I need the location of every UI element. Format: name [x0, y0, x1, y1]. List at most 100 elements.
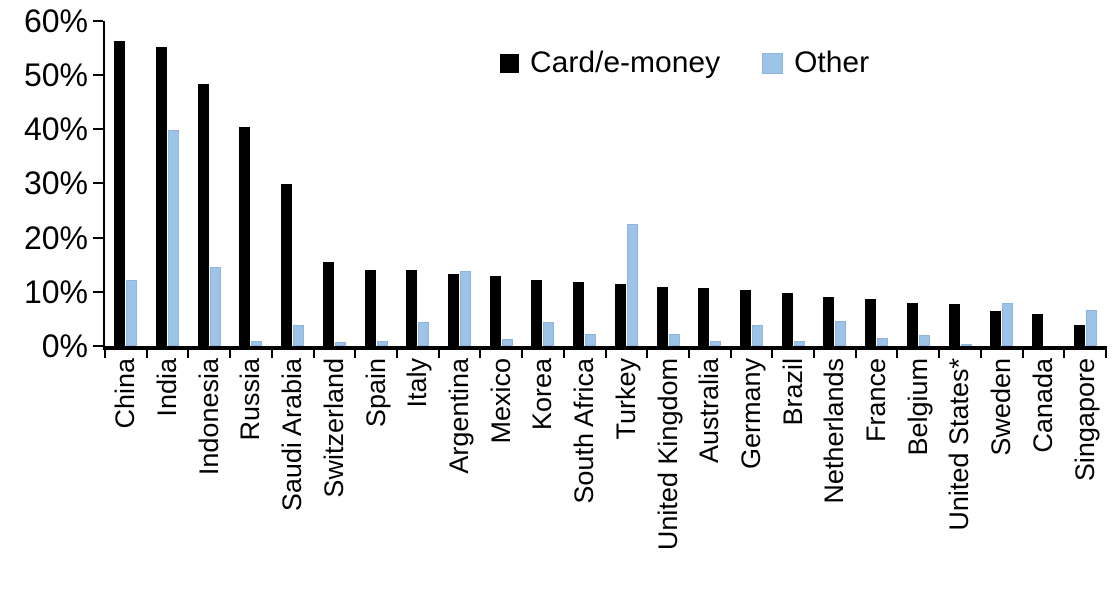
bar-other-sweden	[1002, 302, 1013, 346]
x-tick-mark	[104, 350, 106, 358]
x-tick-label: Mexico	[485, 358, 516, 444]
x-tick-mark	[312, 350, 315, 358]
legend-label-other: Other	[794, 46, 870, 79]
y-tick-mark	[93, 128, 103, 131]
x-tick-label: Netherlands	[819, 358, 850, 504]
x-tick-label: United Kingdom	[652, 358, 683, 551]
bar-other-switzerland	[335, 342, 346, 346]
x-tick-label-cell: Switzerland	[314, 358, 356, 590]
bar-other-belgium	[919, 335, 930, 346]
x-tick-label: Singapore	[1069, 358, 1100, 482]
x-tick-label: Brazil	[777, 358, 808, 426]
y-tick-mark	[93, 19, 103, 22]
bar-other-indonesia	[210, 267, 221, 346]
bar-card-e-money-germany	[740, 289, 751, 346]
bar-other-korea	[543, 321, 554, 346]
y-tick-mark	[93, 345, 103, 347]
bar-card-e-money-south-africa	[573, 282, 584, 346]
bar-card-e-money-united-states-	[949, 304, 960, 346]
x-tick-label: China	[110, 358, 141, 429]
x-tick-mark	[938, 350, 941, 358]
y-tick-label: 10%	[23, 273, 88, 310]
x-tick-label: Switzerland	[318, 358, 349, 498]
x-tick-label: Argentina	[443, 358, 474, 474]
bar-other-singapore	[1086, 310, 1097, 346]
y-tick-label: 20%	[23, 219, 88, 256]
x-tick-label-cell: United States*	[939, 358, 981, 590]
legend-swatch-card-e-money	[500, 53, 519, 73]
x-tick-label-cell: India	[147, 358, 189, 590]
bar-card-e-money-indonesia	[198, 83, 209, 346]
bar-card-e-money-mexico	[490, 276, 501, 346]
x-tick-label: Germany	[735, 358, 766, 470]
y-tick-label: 50%	[23, 57, 88, 93]
bar-other-saudi-arabia	[293, 325, 304, 346]
x-tick-label-cell: Singapore	[1064, 358, 1106, 590]
x-tick-mark	[521, 350, 524, 358]
y-tick-mark	[93, 74, 103, 76]
legend-label-card-e-money: Card/e-money	[530, 46, 721, 79]
x-axis-line	[103, 346, 1107, 350]
x-tick-mark	[229, 350, 232, 358]
bar-card-e-money-turkey	[615, 283, 626, 346]
bar-other-china	[126, 279, 137, 346]
x-tick-label-cell: Turkey	[606, 358, 648, 590]
x-tick-label: United States*	[944, 358, 975, 531]
bar-card-e-money-india	[156, 47, 167, 346]
x-tick-label-cell: Australia	[689, 358, 731, 590]
y-tick-label: 30%	[23, 165, 88, 202]
y-tick-label: 60%	[23, 2, 88, 39]
bar-other-south-africa	[585, 333, 596, 346]
x-tick-mark	[479, 350, 482, 358]
y-axis-line	[103, 20, 105, 350]
x-tick-label: Korea	[527, 358, 558, 431]
bar-card-e-money-saudi-arabia	[281, 184, 292, 346]
bar-card-e-money-italy	[406, 270, 417, 346]
bar-other-united-kingdom	[669, 333, 680, 346]
x-tick-label-cell: Saudi Arabia	[272, 358, 314, 590]
x-tick-label: Italy	[402, 358, 433, 408]
x-tick-label-cell: Indonesia	[188, 358, 230, 590]
bar-other-brazil	[794, 340, 805, 346]
legend-item-card-e-money: Card/e-money	[500, 48, 720, 78]
bar-other-spain	[377, 341, 388, 346]
bar-other-france	[877, 338, 888, 346]
x-tick-label: Sweden	[986, 358, 1017, 456]
x-tick-label-cell: Canada	[1023, 358, 1065, 590]
bar-other-mexico	[502, 338, 513, 346]
x-tick-mark	[729, 350, 732, 358]
bar-card-e-money-spain	[365, 269, 376, 346]
bar-other-russia	[251, 340, 262, 346]
x-tick-mark	[896, 350, 899, 358]
x-tick-mark	[979, 350, 982, 358]
bar-card-e-money-korea	[531, 279, 542, 346]
x-tick-label-cell: Korea	[522, 358, 564, 590]
legend-item-other: Other	[762, 48, 869, 78]
bar-other-turkey	[627, 224, 638, 346]
x-tick-label-cell: Netherlands	[814, 358, 856, 590]
bar-other-argentina	[460, 271, 471, 346]
x-tick-label: Belgium	[902, 358, 933, 456]
x-tick-label-cell: Argentina	[439, 358, 481, 590]
x-tick-label-cell: Sweden	[981, 358, 1023, 590]
x-tick-mark	[687, 350, 690, 358]
x-tick-label-cell: Spain	[355, 358, 397, 590]
x-tick-mark	[395, 350, 398, 358]
x-tick-label: Australia	[694, 358, 725, 464]
x-tick-mark	[646, 350, 649, 358]
x-tick-label-cell: Italy	[397, 358, 439, 590]
x-tick-mark	[1063, 350, 1066, 358]
bar-card-e-money-sweden	[990, 311, 1001, 346]
x-tick-label-cell: Belgium	[897, 358, 939, 590]
bar-card-e-money-australia	[698, 288, 709, 346]
bar-card-e-money-singapore	[1074, 325, 1085, 346]
x-tick-mark	[437, 350, 440, 358]
x-tick-mark	[354, 350, 357, 358]
legend: Card/e-money Other	[500, 48, 869, 78]
x-tick-label-cell: South Africa	[564, 358, 606, 590]
x-tick-mark	[854, 350, 857, 358]
x-tick-mark	[270, 350, 273, 358]
y-tick-mark	[93, 182, 103, 185]
